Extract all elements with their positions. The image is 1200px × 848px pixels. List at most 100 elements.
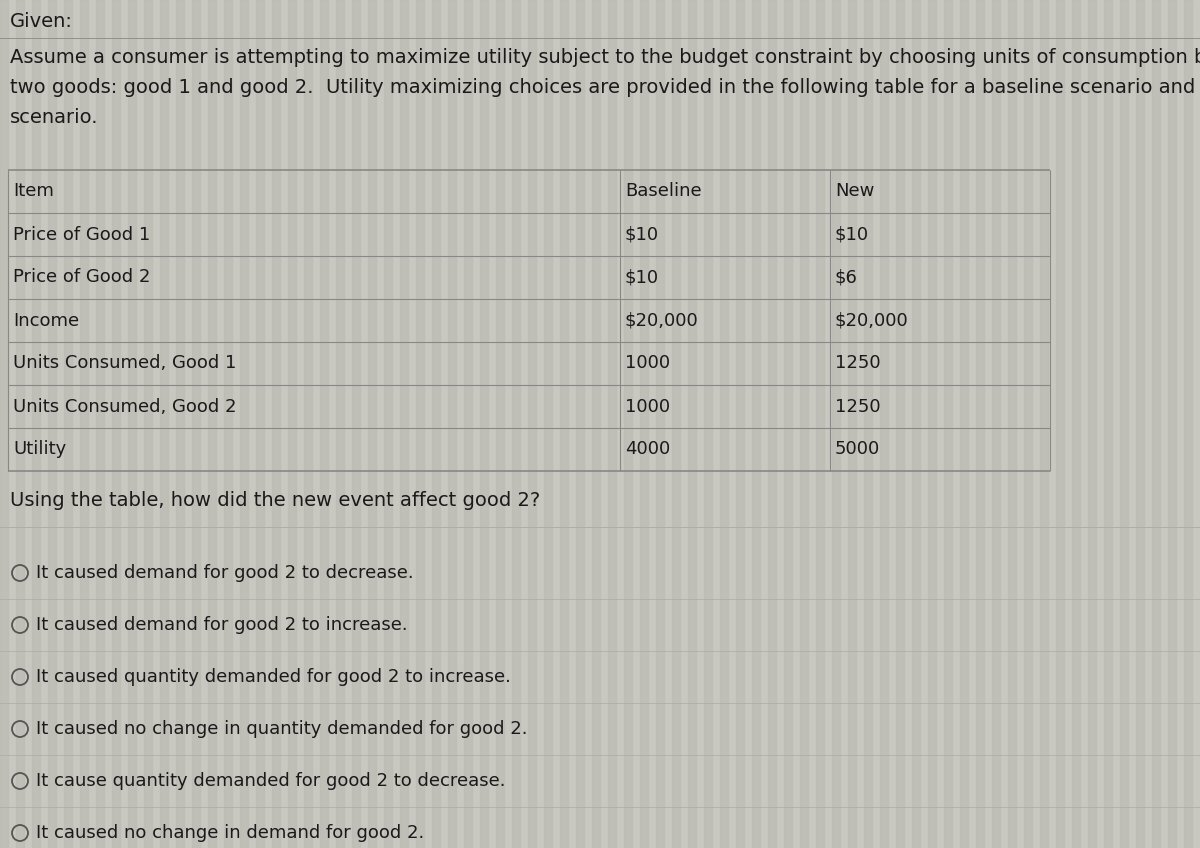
- Bar: [608, 0, 616, 848]
- Bar: [176, 0, 184, 848]
- Bar: [592, 0, 600, 848]
- Text: Units Consumed, Good 2: Units Consumed, Good 2: [13, 398, 236, 416]
- Bar: [704, 0, 712, 848]
- Bar: [688, 0, 696, 848]
- Bar: [896, 0, 904, 848]
- Bar: [464, 0, 472, 848]
- Text: 1250: 1250: [835, 354, 881, 372]
- Bar: [144, 0, 152, 848]
- Bar: [976, 0, 984, 848]
- Bar: [1056, 0, 1064, 848]
- Bar: [48, 0, 56, 848]
- Text: It cause quantity demanded for good 2 to decrease.: It cause quantity demanded for good 2 to…: [36, 772, 505, 790]
- Bar: [1120, 0, 1128, 848]
- Bar: [848, 0, 856, 848]
- Text: two goods: good 1 and good 2.  Utility maximizing choices are provided in the fo: two goods: good 1 and good 2. Utility ma…: [10, 78, 1200, 97]
- Text: Given:: Given:: [10, 12, 73, 31]
- Text: $10: $10: [835, 226, 869, 243]
- Bar: [400, 0, 408, 848]
- Bar: [944, 0, 952, 848]
- Bar: [928, 0, 936, 848]
- Bar: [544, 0, 552, 848]
- Bar: [352, 0, 360, 848]
- Bar: [288, 0, 296, 848]
- Text: Using the table, how did the new event affect good 2?: Using the table, how did the new event a…: [10, 491, 540, 510]
- Text: $6: $6: [835, 269, 858, 287]
- Text: $20,000: $20,000: [835, 311, 908, 330]
- Bar: [784, 0, 792, 848]
- Bar: [336, 0, 344, 848]
- Bar: [16, 0, 24, 848]
- Bar: [768, 0, 776, 848]
- Bar: [224, 0, 232, 848]
- Bar: [320, 0, 328, 848]
- Bar: [512, 0, 520, 848]
- Bar: [256, 0, 264, 848]
- Text: It caused no change in quantity demanded for good 2.: It caused no change in quantity demanded…: [36, 720, 528, 738]
- Bar: [576, 0, 584, 848]
- Bar: [192, 0, 200, 848]
- Bar: [368, 0, 376, 848]
- Bar: [832, 0, 840, 848]
- Bar: [624, 0, 632, 848]
- Bar: [128, 0, 136, 848]
- Bar: [752, 0, 760, 848]
- Text: 1000: 1000: [625, 398, 670, 416]
- Text: Income: Income: [13, 311, 79, 330]
- Bar: [960, 0, 968, 848]
- Text: $20,000: $20,000: [625, 311, 698, 330]
- Text: New: New: [835, 182, 875, 200]
- Text: 5000: 5000: [835, 440, 881, 459]
- Bar: [1088, 0, 1096, 848]
- Bar: [32, 0, 40, 848]
- Text: It caused no change in demand for good 2.: It caused no change in demand for good 2…: [36, 824, 425, 842]
- Bar: [672, 0, 680, 848]
- Bar: [1184, 0, 1192, 848]
- Text: Baseline: Baseline: [625, 182, 702, 200]
- Bar: [80, 0, 88, 848]
- Bar: [720, 0, 728, 848]
- Text: Price of Good 2: Price of Good 2: [13, 269, 150, 287]
- Bar: [816, 0, 824, 848]
- Bar: [304, 0, 312, 848]
- Bar: [736, 0, 744, 848]
- Text: Utility: Utility: [13, 440, 66, 459]
- Bar: [880, 0, 888, 848]
- Text: 1250: 1250: [835, 398, 881, 416]
- Bar: [416, 0, 424, 848]
- Bar: [448, 0, 456, 848]
- Bar: [992, 0, 1000, 848]
- Text: Item: Item: [13, 182, 54, 200]
- Text: 4000: 4000: [625, 440, 671, 459]
- Text: Price of Good 1: Price of Good 1: [13, 226, 150, 243]
- Text: Units Consumed, Good 1: Units Consumed, Good 1: [13, 354, 236, 372]
- Text: It caused quantity demanded for good 2 to increase.: It caused quantity demanded for good 2 t…: [36, 668, 511, 686]
- Text: scenario.: scenario.: [10, 108, 98, 127]
- Bar: [480, 0, 488, 848]
- Bar: [640, 0, 648, 848]
- Bar: [0, 0, 8, 848]
- Bar: [64, 0, 72, 848]
- Bar: [1040, 0, 1048, 848]
- Bar: [1024, 0, 1032, 848]
- Bar: [1136, 0, 1144, 848]
- Bar: [1104, 0, 1112, 848]
- Bar: [432, 0, 440, 848]
- Bar: [384, 0, 392, 848]
- Text: It caused demand for good 2 to increase.: It caused demand for good 2 to increase.: [36, 616, 408, 634]
- Bar: [496, 0, 504, 848]
- Bar: [528, 0, 536, 848]
- Bar: [96, 0, 104, 848]
- Bar: [160, 0, 168, 848]
- Text: 1000: 1000: [625, 354, 670, 372]
- Text: Assume a consumer is attempting to maximize utility subject to the budget constr: Assume a consumer is attempting to maxim…: [10, 48, 1200, 67]
- Bar: [560, 0, 568, 848]
- Bar: [1152, 0, 1160, 848]
- Bar: [912, 0, 920, 848]
- Bar: [240, 0, 248, 848]
- Bar: [1168, 0, 1176, 848]
- Bar: [800, 0, 808, 848]
- Text: $10: $10: [625, 269, 659, 287]
- Bar: [656, 0, 664, 848]
- Text: $10: $10: [625, 226, 659, 243]
